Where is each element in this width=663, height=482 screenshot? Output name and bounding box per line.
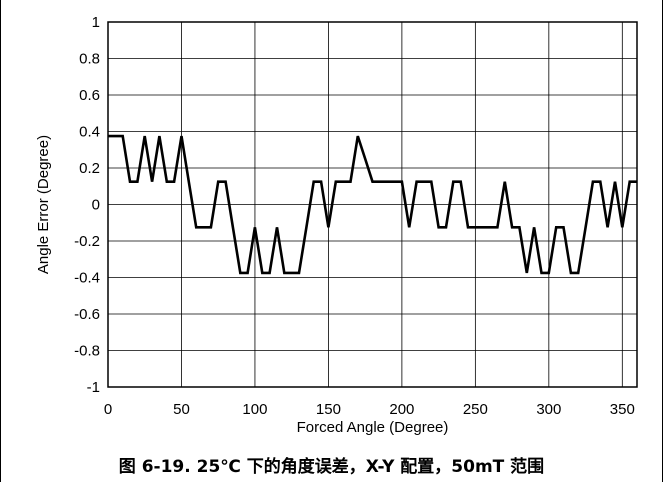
y-axis-label: Angle Error (Degree) (35, 135, 52, 274)
y-tick-label: 1 (92, 14, 100, 31)
x-tick-label: 50 (173, 401, 190, 418)
x-tick-label: 150 (316, 401, 341, 418)
angle-error-chart: 1 0.8 0.6 0.4 0.2 0 -0.2 -0.4 -0.6 -0.8 -1 0 50 100 1… (35, 14, 638, 436)
x-tick-label: 200 (389, 401, 414, 418)
y-tick-label: -0.2 (74, 233, 100, 250)
angle-error-series-line (108, 134, 637, 275)
y-tick-label: 0.6 (79, 87, 100, 104)
x-tick-label: 250 (463, 401, 488, 418)
y-tick-label: 0.2 (79, 160, 100, 177)
y-tick-label: 0 (92, 197, 100, 214)
grid-lines (107, 21, 637, 388)
x-tick-label: 350 (610, 401, 635, 418)
x-tick-label: 300 (536, 401, 561, 418)
y-tick-label: -0.6 (74, 306, 100, 323)
y-tick-label: 0.8 (79, 51, 100, 68)
x-tick-label: 100 (242, 401, 267, 418)
y-tick-label: -0.8 (74, 343, 100, 360)
y-tick-label: 0.4 (79, 124, 100, 141)
y-tick-label: -0.4 (74, 270, 100, 287)
x-axis-label: Forced Angle (Degree) (297, 419, 449, 436)
x-tick-labels: 0 50 100 150 200 250 300 350 (104, 401, 635, 418)
x-tick-label: 0 (104, 401, 112, 418)
y-tick-labels: 1 0.8 0.6 0.4 0.2 0 -0.2 -0.4 -0.6 -0.8 -1 (74, 14, 100, 396)
y-tick-label: -1 (87, 379, 100, 396)
figure-caption: 图 6-19. 25℃ 下的角度误差，X-Y 配置，50mT 范围 (118, 457, 545, 477)
plot-area-border (107, 21, 638, 388)
